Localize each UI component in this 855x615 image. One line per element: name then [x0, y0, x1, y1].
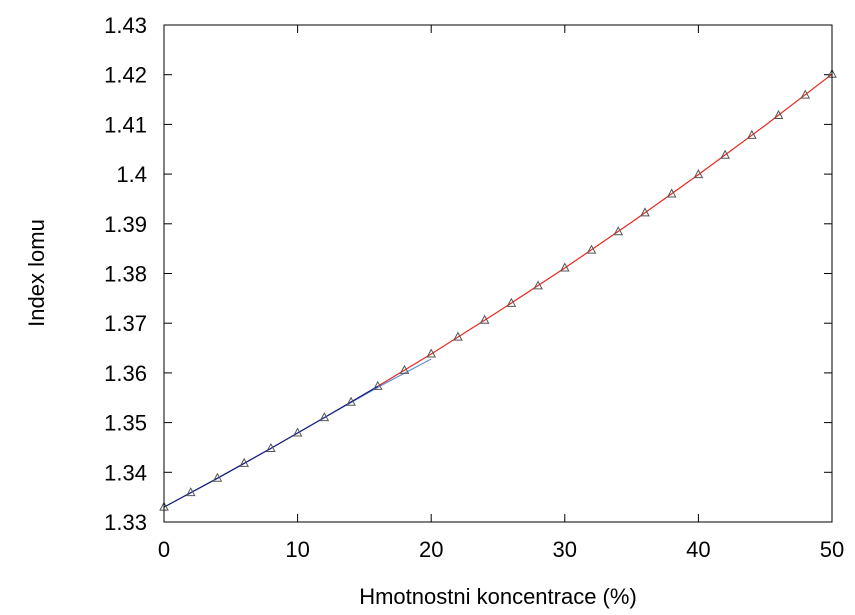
- data-point: [506, 297, 517, 307]
- data-point: [212, 472, 223, 482]
- x-tick-label: 20: [419, 537, 443, 562]
- data-point: [800, 89, 811, 99]
- ticks-layer: [163, 24, 833, 523]
- data-point: [533, 280, 543, 290]
- data-point: [319, 412, 330, 422]
- x-tick-label: 40: [686, 537, 710, 562]
- x-tick-label: 10: [285, 537, 309, 562]
- tick-labels-layer: 0 10 20 30 40 50 1.33 1.34 1.35 1.36 1.37 1.38 1.39 1…: [104, 13, 844, 562]
- data-point: [693, 169, 704, 179]
- y-tick-label: 1.37: [104, 311, 147, 336]
- series-line-1: [377, 73, 833, 387]
- x-tick-label: 50: [820, 537, 844, 562]
- data-point: [666, 188, 677, 198]
- data-point: [185, 487, 196, 497]
- data-point: [613, 226, 624, 236]
- data-point: [346, 396, 356, 406]
- plot-frame: [163, 24, 833, 523]
- y-tick-label: 1.36: [104, 361, 147, 386]
- data-point: [453, 331, 463, 341]
- data-point: [747, 129, 757, 139]
- data-point: [399, 364, 410, 374]
- data-point: [559, 262, 570, 272]
- y-tick-label: 1.38: [104, 262, 147, 287]
- data-point: [720, 149, 730, 159]
- x-axis-title: Hmotnostni koncentrace (%): [359, 584, 637, 609]
- series-layer: [159, 68, 837, 511]
- y-tick-label: 1.4: [116, 162, 147, 187]
- y-tick-label: 1.41: [104, 112, 147, 137]
- data-point: [292, 427, 303, 437]
- data-point: [266, 442, 276, 452]
- y-tick-label: 1.39: [104, 212, 147, 237]
- data-point: [372, 380, 383, 390]
- y-tick-label: 1.43: [104, 13, 147, 38]
- x-tick-label: 0: [158, 537, 170, 562]
- data-point: [239, 457, 249, 467]
- data-point: [426, 348, 437, 358]
- data-point: [773, 109, 784, 119]
- y-tick-label: 1.33: [104, 510, 147, 535]
- x-tick-label: 30: [553, 537, 577, 562]
- data-point: [640, 207, 650, 217]
- data-point: [479, 314, 490, 324]
- series-line-3: [163, 385, 379, 508]
- y-tick-label: 1.34: [104, 460, 147, 485]
- data-point: [586, 244, 597, 254]
- y-tick-label: 1.42: [104, 63, 147, 88]
- y-axis-title: Index lomu: [24, 219, 49, 327]
- y-tick-label: 1.35: [104, 411, 147, 436]
